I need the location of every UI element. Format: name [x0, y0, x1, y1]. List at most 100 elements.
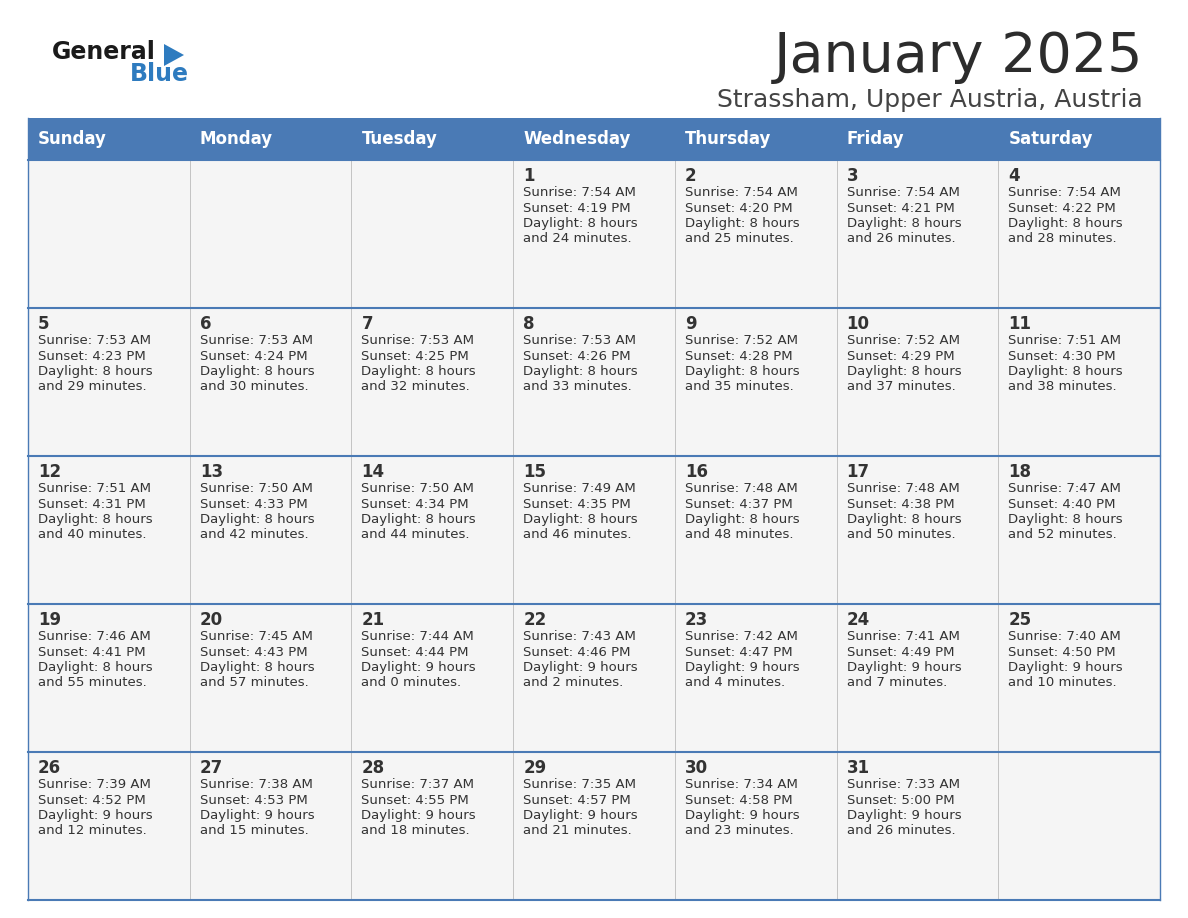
Text: and 55 minutes.: and 55 minutes.	[38, 677, 147, 689]
Text: 24: 24	[847, 611, 870, 629]
Text: Daylight: 9 hours: Daylight: 9 hours	[523, 661, 638, 674]
Text: Sunrise: 7:44 AM: Sunrise: 7:44 AM	[361, 630, 474, 643]
Bar	[675, 752, 836, 900]
Bar	[998, 308, 1159, 456]
Text: Daylight: 8 hours: Daylight: 8 hours	[684, 365, 800, 378]
Text: 23: 23	[684, 611, 708, 629]
Text: Daylight: 9 hours: Daylight: 9 hours	[361, 809, 476, 822]
Text: and 2 minutes.: and 2 minutes.	[523, 677, 624, 689]
Bar	[998, 456, 1159, 604]
Bar	[675, 308, 836, 456]
Bar	[675, 160, 836, 308]
Bar	[190, 160, 352, 308]
Text: Sunset: 4:30 PM: Sunset: 4:30 PM	[1009, 350, 1116, 363]
Text: Sunrise: 7:54 AM: Sunrise: 7:54 AM	[523, 186, 636, 199]
Text: and 29 minutes.: and 29 minutes.	[38, 380, 146, 394]
Text: Daylight: 8 hours: Daylight: 8 hours	[1009, 217, 1123, 230]
Text: 10: 10	[847, 315, 870, 333]
Text: 5: 5	[38, 315, 50, 333]
Text: 14: 14	[361, 463, 385, 481]
Text: Sunset: 4:29 PM: Sunset: 4:29 PM	[847, 350, 954, 363]
Text: and 48 minutes.: and 48 minutes.	[684, 529, 794, 542]
Text: Sunrise: 7:48 AM: Sunrise: 7:48 AM	[684, 482, 797, 495]
Bar	[190, 752, 352, 900]
Text: Daylight: 9 hours: Daylight: 9 hours	[684, 809, 800, 822]
Text: Sunrise: 7:53 AM: Sunrise: 7:53 AM	[200, 334, 312, 347]
Text: Sunrise: 7:46 AM: Sunrise: 7:46 AM	[38, 630, 151, 643]
Bar	[29, 118, 190, 160]
Text: Sunrise: 7:50 AM: Sunrise: 7:50 AM	[200, 482, 312, 495]
Text: Sunset: 4:52 PM: Sunset: 4:52 PM	[38, 793, 146, 807]
Text: Sunrise: 7:35 AM: Sunrise: 7:35 AM	[523, 778, 636, 791]
Text: Sunrise: 7:53 AM: Sunrise: 7:53 AM	[38, 334, 151, 347]
Text: Daylight: 9 hours: Daylight: 9 hours	[684, 661, 800, 674]
Text: Daylight: 8 hours: Daylight: 8 hours	[200, 365, 315, 378]
Text: Wednesday: Wednesday	[523, 130, 631, 148]
Text: 13: 13	[200, 463, 223, 481]
Bar	[190, 456, 352, 604]
Text: Sunset: 4:31 PM: Sunset: 4:31 PM	[38, 498, 146, 510]
Text: and 30 minutes.: and 30 minutes.	[200, 380, 309, 394]
Text: January 2025: January 2025	[773, 30, 1143, 84]
Text: Sunset: 4:25 PM: Sunset: 4:25 PM	[361, 350, 469, 363]
Text: Sunrise: 7:37 AM: Sunrise: 7:37 AM	[361, 778, 474, 791]
Text: Daylight: 8 hours: Daylight: 8 hours	[1009, 365, 1123, 378]
Text: Daylight: 8 hours: Daylight: 8 hours	[523, 217, 638, 230]
Text: Sunrise: 7:45 AM: Sunrise: 7:45 AM	[200, 630, 312, 643]
Text: Sunrise: 7:54 AM: Sunrise: 7:54 AM	[847, 186, 960, 199]
Text: Sunrise: 7:42 AM: Sunrise: 7:42 AM	[684, 630, 797, 643]
Text: and 28 minutes.: and 28 minutes.	[1009, 232, 1117, 245]
Text: and 15 minutes.: and 15 minutes.	[200, 824, 309, 837]
Text: Sunrise: 7:51 AM: Sunrise: 7:51 AM	[1009, 334, 1121, 347]
Text: Sunset: 4:24 PM: Sunset: 4:24 PM	[200, 350, 308, 363]
Text: Sunset: 4:44 PM: Sunset: 4:44 PM	[361, 645, 469, 658]
Text: Sunset: 4:34 PM: Sunset: 4:34 PM	[361, 498, 469, 510]
Text: 11: 11	[1009, 315, 1031, 333]
Text: 15: 15	[523, 463, 546, 481]
Bar	[29, 308, 190, 456]
Text: Sunset: 4:37 PM: Sunset: 4:37 PM	[684, 498, 792, 510]
Text: Sunrise: 7:53 AM: Sunrise: 7:53 AM	[523, 334, 636, 347]
Text: 17: 17	[847, 463, 870, 481]
Text: Sunset: 4:33 PM: Sunset: 4:33 PM	[200, 498, 308, 510]
Text: Sunrise: 7:43 AM: Sunrise: 7:43 AM	[523, 630, 636, 643]
Bar	[998, 118, 1159, 160]
Bar	[998, 604, 1159, 752]
Text: and 7 minutes.: and 7 minutes.	[847, 677, 947, 689]
Text: and 52 minutes.: and 52 minutes.	[1009, 529, 1117, 542]
Bar	[352, 752, 513, 900]
Text: Sunrise: 7:33 AM: Sunrise: 7:33 AM	[847, 778, 960, 791]
Text: 26: 26	[38, 759, 61, 777]
Text: Sunset: 4:41 PM: Sunset: 4:41 PM	[38, 645, 146, 658]
Text: and 57 minutes.: and 57 minutes.	[200, 677, 309, 689]
Text: and 26 minutes.: and 26 minutes.	[847, 824, 955, 837]
Bar	[836, 456, 998, 604]
Text: Sunset: 4:23 PM: Sunset: 4:23 PM	[38, 350, 146, 363]
Text: Thursday: Thursday	[684, 130, 771, 148]
Text: Sunset: 4:57 PM: Sunset: 4:57 PM	[523, 793, 631, 807]
Text: and 24 minutes.: and 24 minutes.	[523, 232, 632, 245]
Text: and 33 minutes.: and 33 minutes.	[523, 380, 632, 394]
Text: Daylight: 8 hours: Daylight: 8 hours	[361, 513, 476, 526]
Text: and 46 minutes.: and 46 minutes.	[523, 529, 632, 542]
Text: Sunset: 4:58 PM: Sunset: 4:58 PM	[684, 793, 792, 807]
Text: Sunset: 4:26 PM: Sunset: 4:26 PM	[523, 350, 631, 363]
Bar	[190, 118, 352, 160]
Text: Daylight: 8 hours: Daylight: 8 hours	[684, 217, 800, 230]
Text: Sunrise: 7:53 AM: Sunrise: 7:53 AM	[361, 334, 474, 347]
Text: 27: 27	[200, 759, 223, 777]
Text: Sunset: 4:53 PM: Sunset: 4:53 PM	[200, 793, 308, 807]
Bar	[513, 604, 675, 752]
Text: Sunrise: 7:38 AM: Sunrise: 7:38 AM	[200, 778, 312, 791]
Text: 9: 9	[684, 315, 696, 333]
Text: Sunset: 4:47 PM: Sunset: 4:47 PM	[684, 645, 792, 658]
Text: Sunrise: 7:41 AM: Sunrise: 7:41 AM	[847, 630, 960, 643]
Text: Tuesday: Tuesday	[361, 130, 437, 148]
Text: Sunrise: 7:52 AM: Sunrise: 7:52 AM	[847, 334, 960, 347]
Bar	[29, 456, 190, 604]
Text: 1: 1	[523, 167, 535, 185]
Text: Daylight: 9 hours: Daylight: 9 hours	[361, 661, 476, 674]
Bar	[836, 752, 998, 900]
Text: Sunset: 4:19 PM: Sunset: 4:19 PM	[523, 201, 631, 215]
Text: General: General	[52, 40, 156, 64]
